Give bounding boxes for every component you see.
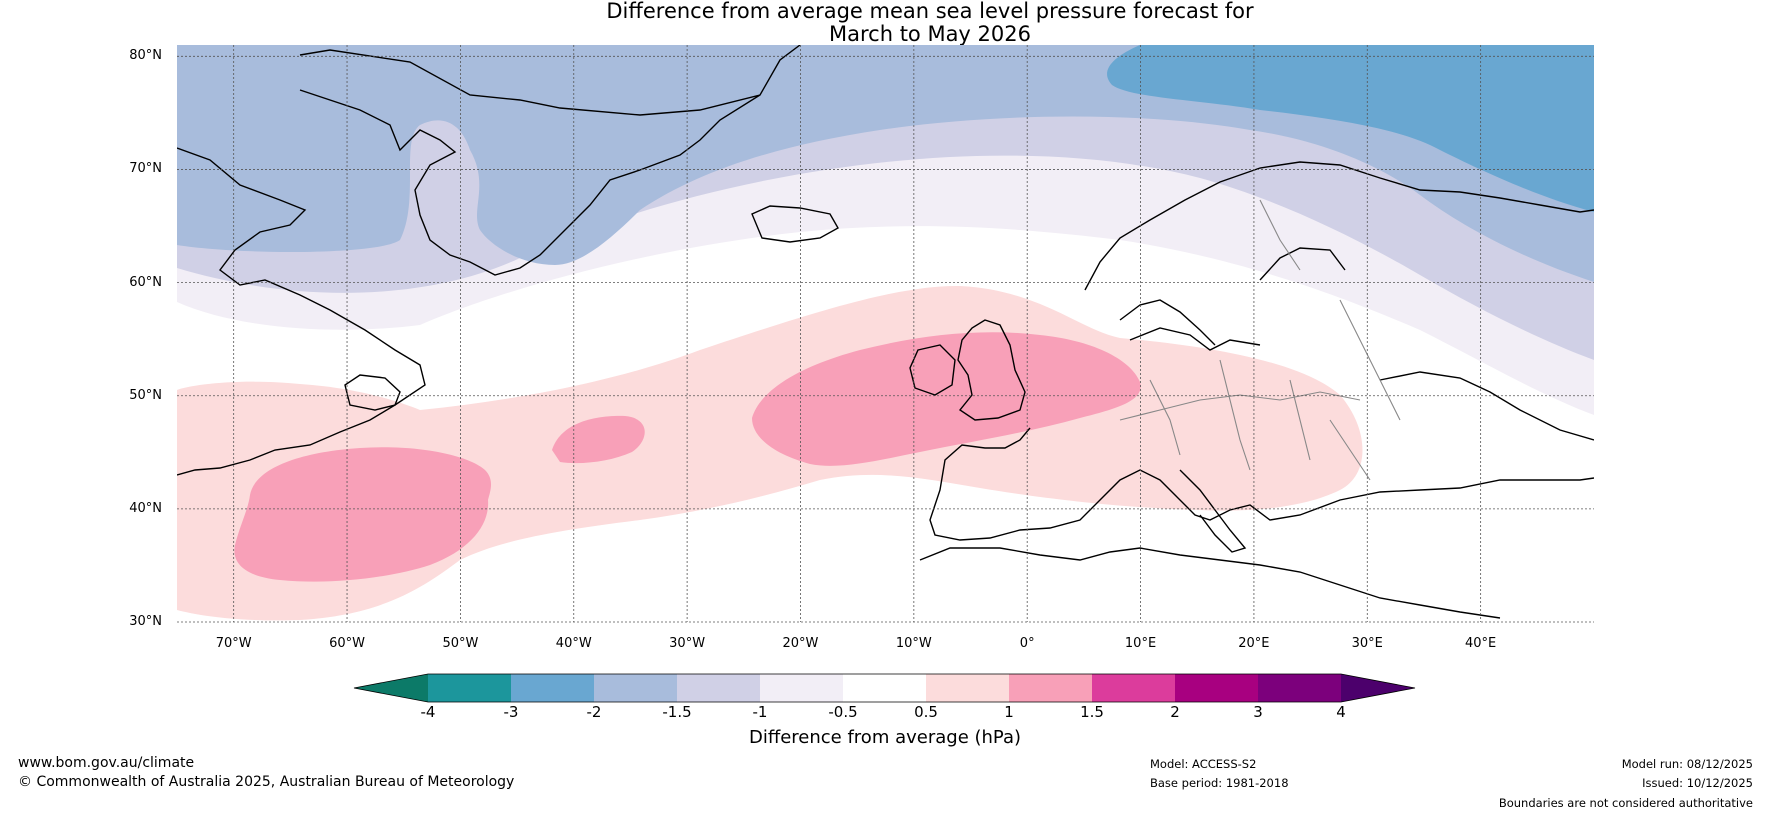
colorbar-extend-high <box>1341 674 1415 702</box>
africa-coast <box>919 547 1501 619</box>
issued-text: Issued: 10/12/2025 <box>1642 776 1753 790</box>
north-america-coast <box>177 147 426 476</box>
graticule <box>177 45 1594 623</box>
colorbar-tick-label: 1 <box>1004 703 1014 721</box>
colorbar-segment <box>1175 674 1258 702</box>
lat-label: 50°N <box>129 387 162 403</box>
contour-pos-1-west <box>234 447 492 582</box>
contour-neg-2 <box>1107 45 1594 212</box>
lat-label: 60°N <box>129 274 162 290</box>
colorbar-tick-label: 0.5 <box>914 703 938 721</box>
colorbar-tick-label: -3 <box>503 703 519 721</box>
colorbar-segment <box>1092 674 1175 702</box>
colorbar-segment <box>926 674 1009 702</box>
lon-label: 30°E <box>1351 636 1383 651</box>
lon-label: 20°E <box>1238 636 1270 651</box>
colorbar-tick-label: -4 <box>420 703 436 721</box>
colorbar-extend-low <box>354 674 428 702</box>
colorbar-segment <box>1258 674 1341 702</box>
newfoundland-coast <box>344 374 401 411</box>
base-period-text: Base period: 1981-2018 <box>1150 776 1289 790</box>
colorbar-segment <box>428 674 511 702</box>
lon-label: 10°E <box>1124 636 1157 651</box>
colorbar-segment <box>677 674 760 702</box>
colorbar-segment <box>760 674 843 702</box>
colorbar-label: Difference from average (hPa) <box>748 727 1022 748</box>
borders <box>1119 199 1401 481</box>
colorbar-segment <box>511 674 594 702</box>
colorbar-segment <box>594 674 677 702</box>
uk-coast <box>957 319 1026 421</box>
iceland-coast <box>751 205 839 243</box>
country-borders <box>1119 199 1401 481</box>
lon-label: 40°E <box>1464 636 1497 651</box>
colorbar-tick-label: 4 <box>1336 703 1346 721</box>
lon-label: 40°W <box>555 636 592 651</box>
colorbar-segment <box>843 674 926 702</box>
colorbar-tick-label: -1 <box>752 703 768 721</box>
map-contours <box>177 45 1594 622</box>
lon-label: 50°W <box>442 636 479 651</box>
colorbar-segment <box>1009 674 1092 702</box>
europe-coast <box>929 327 1594 541</box>
lat-label: 70°N <box>129 161 162 177</box>
italy-coast <box>1179 469 1247 553</box>
contour-pos-1-mid <box>552 415 645 464</box>
model-text: Model: ACCESS-S2 <box>1150 757 1257 771</box>
scandinavia-coast <box>1084 161 1594 346</box>
colorbar-tick-label: -0.5 <box>828 703 858 721</box>
colorbar-tick-label: 1.5 <box>1080 703 1104 721</box>
lat-label: 40°N <box>129 500 162 516</box>
copyright-text: © Commonwealth of Australia 2025, Austra… <box>18 774 515 790</box>
lat-label: 80°N <box>129 48 162 64</box>
colorbar-tick-label: -2 <box>586 703 602 721</box>
disclaimer-text: Boundaries are not considered authoritat… <box>1498 796 1753 810</box>
lon-label: 60°W <box>329 636 365 651</box>
model-run-text: Model run: 08/12/2025 <box>1621 757 1753 771</box>
colorbar-tick-label: 3 <box>1253 703 1263 721</box>
chart-title: Difference from average mean sea level p… <box>45 0 1770 46</box>
title-line-1: Difference from average mean sea level p… <box>606 0 1254 23</box>
contour-pos-1-uk <box>752 332 1141 466</box>
ireland-coast <box>909 344 956 396</box>
colorbar-tick-label: -1.5 <box>662 703 692 721</box>
colorbar-tick-label: 2 <box>1170 703 1180 721</box>
lon-label: 30°W <box>669 636 706 651</box>
lon-label: 10°W <box>895 636 932 651</box>
title-line-2: March to May 2026 <box>829 22 1031 46</box>
lat-label: 30°N <box>129 614 162 629</box>
lon-label: 0° <box>1019 636 1035 651</box>
lon-label: 20°W <box>782 636 819 651</box>
lon-label: 70°W <box>215 636 252 651</box>
colorbar-outline <box>353 673 1416 703</box>
website-link[interactable]: www.bom.gov.au/climate <box>18 755 195 771</box>
